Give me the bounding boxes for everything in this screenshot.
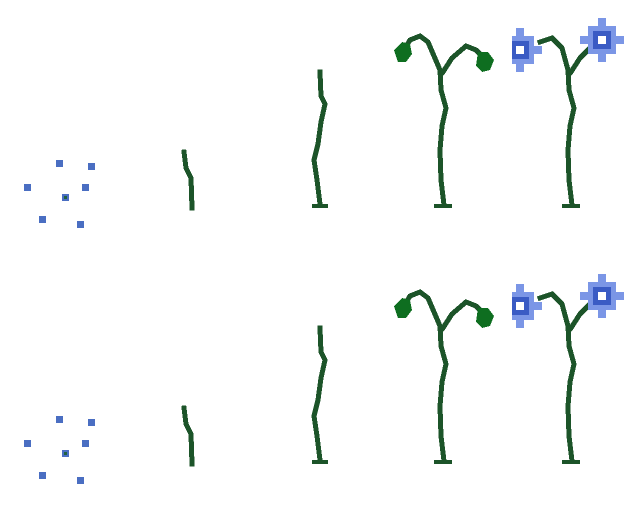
frame-flowering <box>512 256 640 512</box>
frame-stem <box>256 0 384 256</box>
stem-sprite <box>256 0 384 256</box>
frame-sprout <box>128 0 256 256</box>
frame-seeds <box>0 0 128 256</box>
frame-flowering <box>512 0 640 256</box>
frame-budding <box>384 256 512 512</box>
sprout-sprite <box>128 0 256 256</box>
stem-sprite <box>256 256 384 512</box>
frame-budding <box>384 0 512 256</box>
seeds-sprite <box>24 416 95 484</box>
sprite-row-bottom <box>0 256 640 512</box>
budding-plant-sprite <box>384 0 512 256</box>
flowering-plant-sprite <box>512 256 640 512</box>
frame-seeds <box>0 256 128 512</box>
frame-stem <box>256 256 384 512</box>
frame-sprout <box>128 256 256 512</box>
flowering-plant-sprite <box>512 0 640 256</box>
sprite-row-top <box>0 0 640 256</box>
seeds-sprite <box>24 160 95 228</box>
budding-plant-sprite <box>384 256 512 512</box>
sprout-sprite <box>128 256 256 512</box>
